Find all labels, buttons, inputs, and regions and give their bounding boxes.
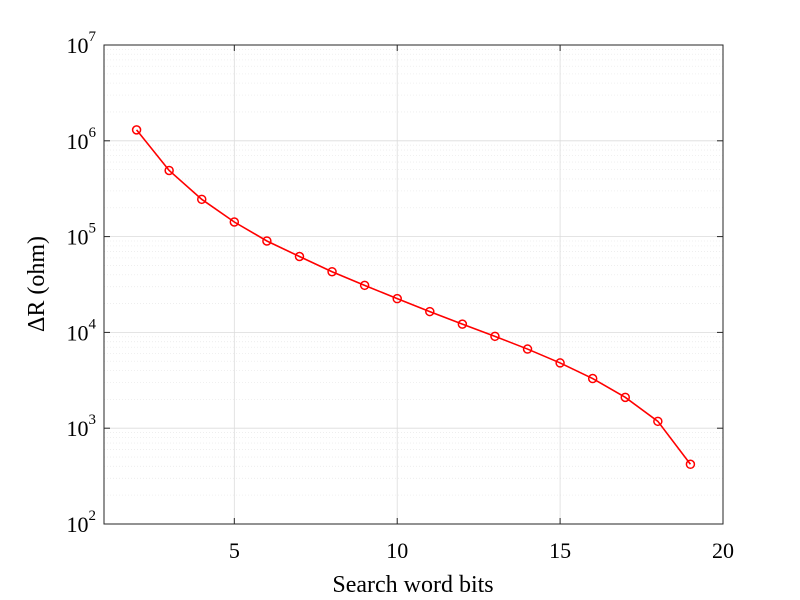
data-point	[457, 319, 468, 329]
y-tick-label-exponent: 5	[89, 221, 97, 237]
data-point	[164, 165, 174, 176]
data-point	[131, 125, 142, 135]
y-tick-label-base: 10	[67, 33, 89, 58]
y-tick-label-base: 10	[67, 320, 89, 345]
data-point	[620, 392, 631, 403]
y-tick-label: 106	[67, 125, 97, 154]
y-tick-label-exponent: 3	[89, 412, 97, 428]
data-point	[262, 236, 272, 246]
x-tick-label: 15	[549, 538, 571, 563]
data-point	[392, 293, 402, 304]
y-tick-label-exponent: 4	[89, 316, 97, 332]
y-tick-label: 102	[67, 508, 97, 537]
plot-frame	[103, 44, 724, 525]
y-tick-label: 103	[67, 412, 97, 441]
series-line	[135, 129, 692, 465]
data-point	[229, 217, 240, 227]
y-tick-label-exponent: 2	[89, 508, 97, 524]
data-point	[196, 194, 207, 205]
plot-background	[104, 45, 723, 524]
y-tick-label: 107	[67, 29, 97, 58]
y-tick-label-exponent: 7	[89, 29, 97, 45]
data-point	[522, 344, 533, 354]
x-tick-label: 10	[386, 538, 408, 563]
y-tick-label-base: 10	[67, 225, 89, 250]
series-group	[131, 125, 696, 470]
data-point	[653, 416, 663, 427]
data-point	[327, 266, 337, 277]
x-tick-label: 5	[229, 538, 240, 563]
y-tick-label-base: 10	[67, 129, 89, 154]
data-point	[555, 358, 565, 368]
data-point	[490, 331, 500, 342]
data-point	[425, 306, 435, 317]
x-tick-label: 20	[712, 538, 734, 563]
data-point	[359, 280, 370, 291]
y-tick-label: 104	[67, 316, 97, 345]
y-tick-label-exponent: 6	[89, 125, 97, 141]
data-point	[587, 373, 598, 384]
data-point	[294, 251, 305, 262]
y-tick-label-base: 10	[67, 416, 89, 441]
x-axis-title: Search word bits	[332, 572, 493, 598]
y-axis-title: ΔR (ohm)	[24, 236, 50, 332]
data-point	[685, 459, 696, 470]
y-tick-label-base: 10	[67, 512, 89, 537]
y-tick-label: 105	[67, 221, 97, 250]
